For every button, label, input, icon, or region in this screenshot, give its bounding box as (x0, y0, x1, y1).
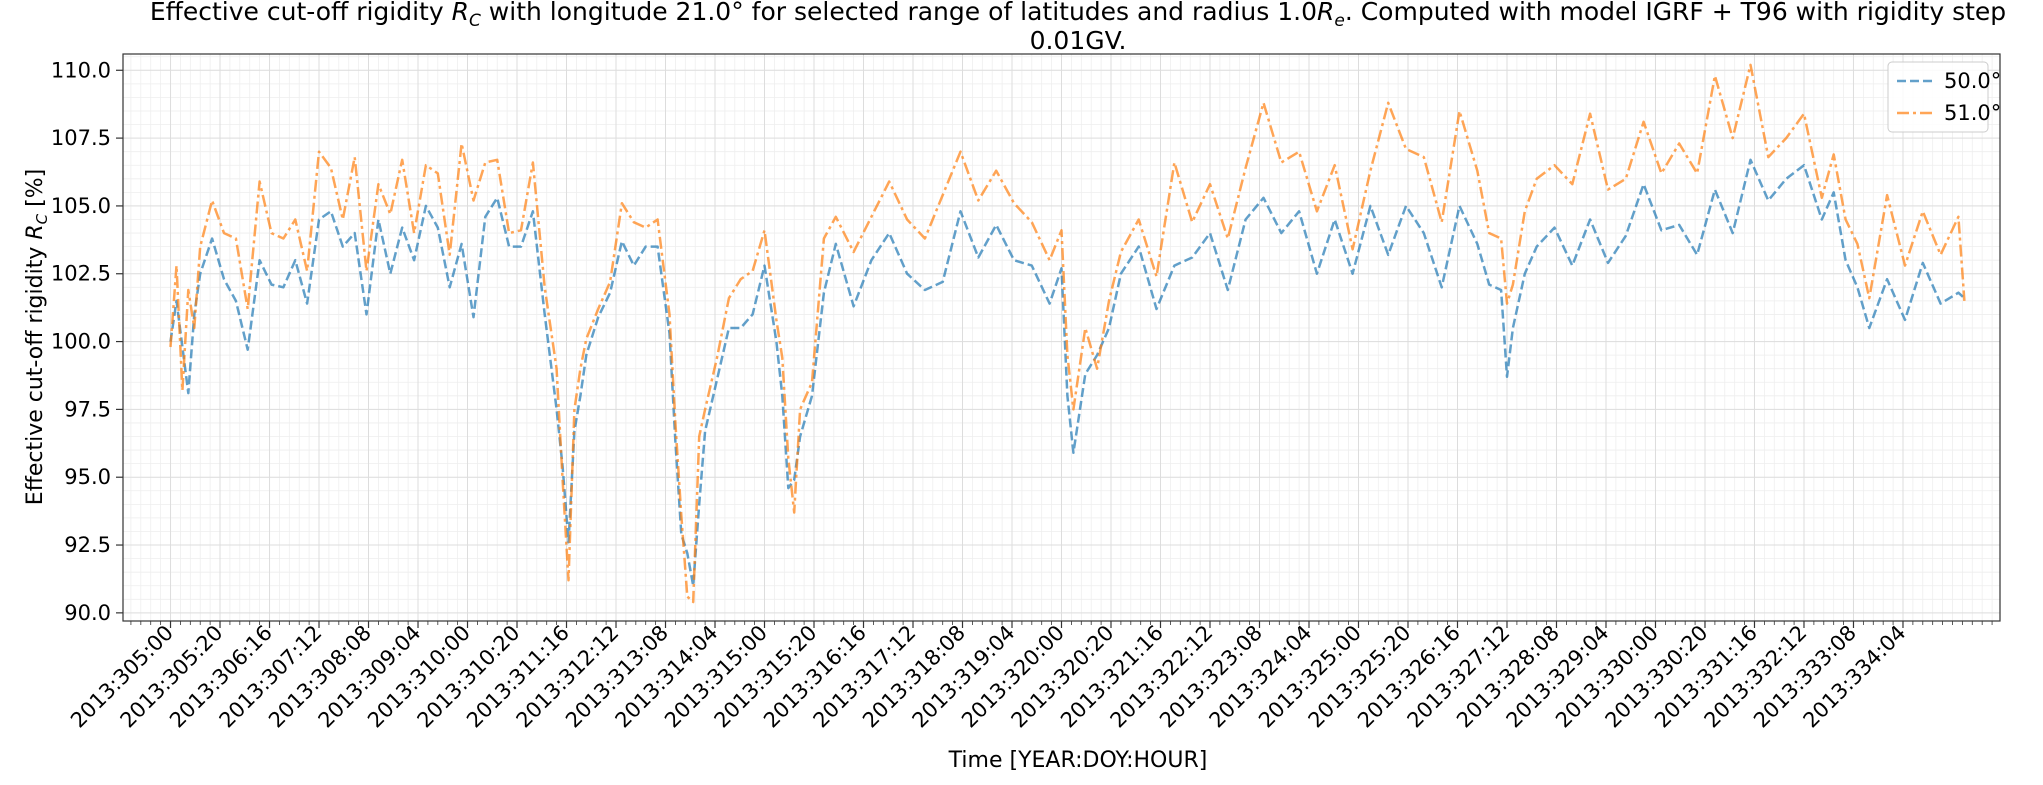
y-tick-label: 95.0 (64, 465, 111, 489)
y-axis-label: Effective cut-off rigidity RC [%] (23, 169, 51, 505)
y-axis: 90.0 92.5 95.0 97.5 100.0 102.5 105.0 107.5 110.… (51, 58, 123, 625)
x-axis-label: Time [YEAR:DOY:HOUR] (948, 748, 1208, 773)
y-tick-label: 100.0 (51, 330, 111, 354)
series-line-0 (169, 158, 1966, 587)
series-layer (169, 63, 1966, 604)
legend-label-51: 51.0° (1944, 101, 2001, 125)
y-tick-label: 110.0 (51, 58, 111, 82)
y-tick-label: 97.5 (64, 397, 111, 421)
chart-title-line1: Effective cut-off rigidity RC with longi… (150, 0, 2006, 31)
y-tick-label: 105.0 (51, 194, 111, 218)
chart-title-line2: 0.01GV. (1030, 26, 1127, 55)
y-tick-label: 92.5 (64, 533, 111, 557)
grid (123, 54, 2000, 621)
legend-box (1887, 61, 1989, 133)
legend-label-50: 50.0° (1944, 69, 2001, 93)
legend: 50.0° 51.0° (1887, 61, 2001, 133)
y-tick-label: 107.5 (51, 126, 111, 150)
y-tick-label: 90.0 (64, 601, 111, 625)
y-tick-label: 102.5 (51, 262, 111, 286)
